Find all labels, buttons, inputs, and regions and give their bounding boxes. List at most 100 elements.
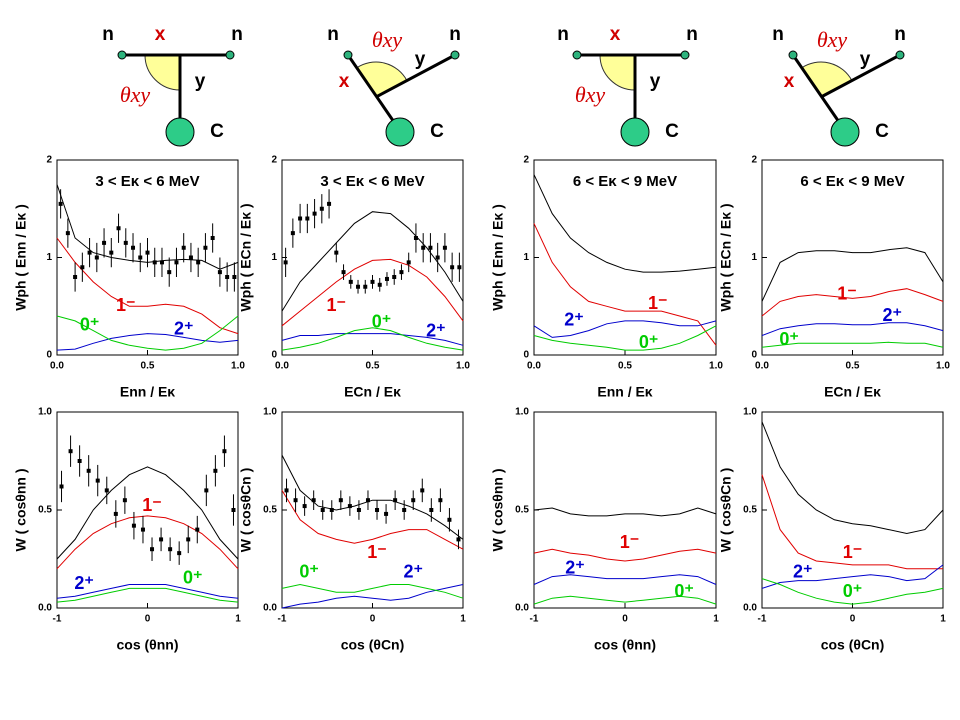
neutron (895, 50, 905, 60)
data-point (113, 511, 118, 516)
data-point (305, 216, 310, 221)
data-point (435, 255, 440, 260)
data-point (80, 265, 85, 270)
data-point (421, 245, 426, 250)
data-point (116, 226, 121, 231)
data-point (95, 478, 100, 483)
diagram-label: C (210, 121, 224, 142)
curve (761, 421, 944, 535)
curve (761, 288, 944, 317)
data-point (298, 216, 303, 221)
data-point (87, 250, 92, 255)
curve-label: 2⁺ (403, 561, 423, 581)
y-tick-label: 0 (271, 350, 277, 361)
neutron (680, 50, 690, 60)
data-point (377, 282, 382, 287)
curve-label: 2⁺ (565, 558, 585, 578)
diagram-label: n (772, 24, 784, 45)
diagram-label: y (860, 49, 871, 70)
data-point (320, 508, 325, 512)
data-point (420, 488, 425, 493)
y-axis-label: Wph ( ECn / Eκ ) (238, 203, 254, 311)
x-axis-label: cos (θnn) (116, 637, 178, 653)
data-point (283, 260, 288, 265)
y-tick-label: 0.0 (38, 603, 52, 614)
y-tick-label: 1.0 (743, 407, 757, 418)
y-tick-label: 1.0 (263, 407, 277, 418)
x-tick-label: 0.5 (366, 361, 380, 372)
curve (281, 258, 464, 327)
bond (375, 53, 456, 99)
curve (533, 320, 717, 338)
data-point (411, 498, 416, 503)
data-point (327, 201, 332, 206)
curve-label: 2⁺ (174, 318, 194, 338)
x-tick-label: 0.0 (527, 361, 541, 372)
data-point (399, 270, 404, 275)
curve-label: 2⁺ (74, 573, 94, 593)
diagram-label: x (155, 24, 166, 45)
curve (281, 583, 464, 599)
data-point (231, 508, 236, 512)
curve-label: 2⁺ (793, 561, 813, 581)
curve (281, 490, 464, 550)
data-point (150, 547, 155, 552)
x-tick-label: 1.0 (456, 361, 470, 372)
curve-label: 0⁺ (779, 329, 799, 349)
neutron (343, 50, 353, 60)
y-axis-label: W ( cosθnn ) (490, 468, 506, 551)
data-point (168, 547, 173, 552)
diagram-label: n (686, 24, 698, 45)
angle-wedge (355, 61, 408, 98)
curve (761, 578, 944, 605)
y-tick-label: 0.5 (38, 505, 52, 516)
y-tick-label: 2 (751, 155, 757, 166)
core (165, 117, 195, 147)
x-tick-label: 1.0 (231, 361, 245, 372)
curve (533, 595, 717, 605)
x-tick-label: 1 (713, 614, 719, 625)
data-point (77, 459, 82, 463)
data-point (365, 498, 370, 503)
data-point (203, 245, 208, 250)
x-axis-label: cos (θCn) (341, 637, 405, 653)
data-point (428, 245, 433, 250)
x-tick-label: 1 (940, 614, 946, 625)
data-point (356, 508, 361, 512)
data-point (204, 488, 209, 493)
data-point (104, 488, 109, 493)
data-point (195, 527, 200, 532)
x-tick-label: 0.0 (755, 361, 769, 372)
data-point (109, 250, 114, 255)
data-point (177, 551, 182, 556)
data-point (370, 279, 375, 284)
data-point (384, 511, 389, 516)
curve (281, 327, 464, 351)
curve-label: 1⁻ (620, 532, 640, 552)
angle-wedge (144, 54, 181, 91)
data-point (225, 275, 230, 279)
curve-label: 2⁺ (564, 310, 584, 330)
plot-frame (761, 411, 944, 609)
y-tick-label: 2 (523, 155, 529, 166)
data-point (457, 265, 462, 270)
data-point (442, 245, 447, 250)
diagram-label: y (195, 71, 206, 92)
y-tick-label: 0.5 (515, 505, 529, 516)
data-point (347, 504, 352, 509)
core (830, 117, 860, 147)
data-point (384, 276, 389, 281)
data-point (447, 517, 452, 522)
y-axis-label: Wph ( Enn / Eκ ) (490, 204, 506, 311)
x-tick-label: 0 (622, 614, 628, 625)
x-tick-label: 0 (850, 614, 856, 625)
x-axis-label: cos (θCn) (821, 637, 885, 653)
curve-label: 1⁻ (837, 283, 857, 303)
neutron (225, 50, 235, 60)
data-point (186, 537, 191, 542)
curve-label: 0⁺ (843, 581, 863, 601)
data-point (363, 284, 368, 289)
data-point (210, 236, 215, 240)
data-point (86, 468, 91, 473)
